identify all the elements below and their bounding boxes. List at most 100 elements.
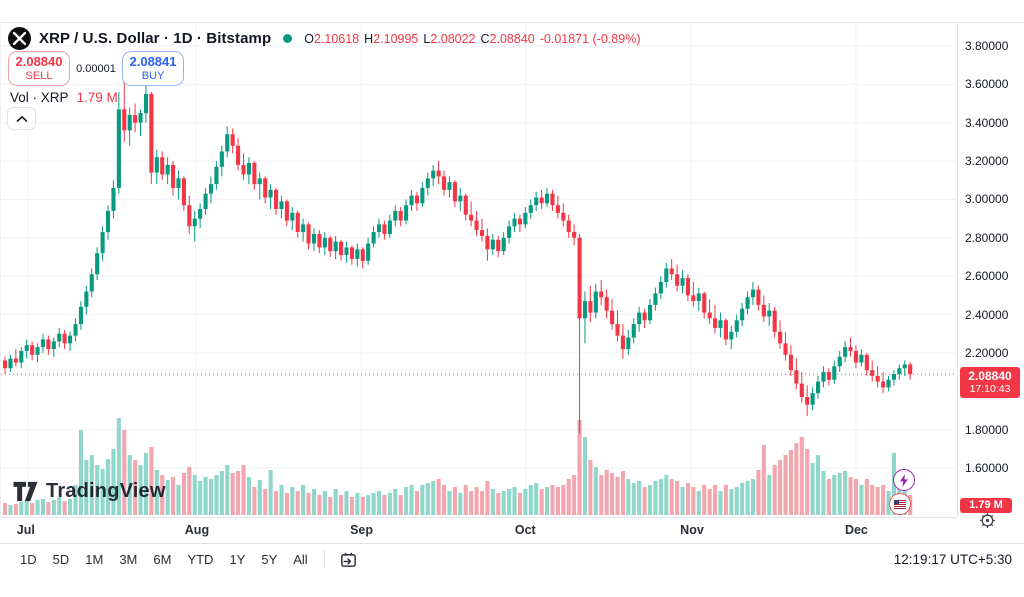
- candle-body: [355, 249, 360, 259]
- volume-bar: [154, 470, 159, 515]
- market-status-dot[interactable]: [283, 34, 293, 43]
- volume-bar: [729, 489, 734, 515]
- candle-body: [707, 312, 712, 319]
- volume-bar: [658, 479, 663, 515]
- candle-body: [902, 364, 907, 369]
- volume-bar: [512, 487, 517, 515]
- collapse-legend-button[interactable]: [7, 107, 36, 130]
- candle-body: [463, 195, 468, 215]
- volume-bar: [669, 479, 674, 515]
- candle-body: [474, 220, 479, 231]
- candlestick-chart[interactable]: [1, 23, 958, 518]
- candle-body: [452, 182, 457, 202]
- axis-gear-icon[interactable]: [979, 512, 996, 534]
- volume-bar: [371, 493, 376, 515]
- range-button-1m[interactable]: 1M: [85, 551, 104, 567]
- volume-bar: [208, 479, 214, 515]
- range-button-ytd[interactable]: YTD: [187, 551, 214, 567]
- clock-timezone[interactable]: 12:19:17 UTC+5:30: [893, 551, 1012, 567]
- volume-bar: [274, 491, 279, 515]
- candle-body: [729, 331, 734, 340]
- volume-bar: [517, 493, 522, 515]
- date-range-switcher: 1D 5D 1M 3M 6M YTD 1Y 5Y All: [12, 549, 316, 570]
- volume-bar: [843, 471, 848, 515]
- us-flag-event-icon[interactable]: [889, 493, 911, 515]
- range-button-3m[interactable]: 3M: [119, 551, 138, 567]
- candle-body: [496, 239, 501, 252]
- lightning-event-icon[interactable]: [893, 469, 915, 491]
- candle-body: [274, 189, 279, 210]
- volume-bar: [203, 477, 208, 515]
- volume-label: Vol · XRP: [10, 90, 69, 105]
- volume-bar: [57, 497, 62, 515]
- volume-bar: [864, 479, 869, 515]
- candle-body: [685, 278, 691, 296]
- goto-date-button[interactable]: [333, 548, 364, 571]
- volume-bar: [664, 475, 669, 515]
- range-button-1y[interactable]: 1Y: [229, 551, 246, 567]
- candle-body: [149, 93, 154, 173]
- volume-bar: [718, 491, 723, 515]
- candle-body: [349, 247, 354, 259]
- volume-bar: [881, 485, 886, 515]
- time-axis[interactable]: Jul Aug Sep Oct Nov Dec: [0, 517, 957, 543]
- chart-plot-area[interactable]: [0, 22, 958, 518]
- volume-bar: [8, 505, 13, 515]
- range-button-5y[interactable]: 5Y: [261, 551, 278, 567]
- volume-bar: [263, 489, 268, 515]
- volume-bar: [778, 460, 783, 515]
- candle-body: [783, 343, 788, 355]
- buy-button[interactable]: 2.08841 BUY: [122, 51, 184, 86]
- candle-body: [713, 318, 718, 328]
- volume-bar: [436, 479, 441, 515]
- volume-bar: [577, 420, 582, 515]
- time-axis-month: Dec: [844, 523, 868, 537]
- candle-body: [89, 274, 94, 292]
- candle-body: [420, 187, 425, 204]
- symbol-title[interactable]: XRP / U.S. Dollar · 1D · Bitstamp: [39, 30, 272, 47]
- volume-bar: [772, 465, 777, 515]
- volume-bar: [13, 504, 18, 515]
- range-button-5d[interactable]: 5D: [52, 551, 70, 567]
- volume-bar: [425, 483, 430, 515]
- sell-button[interactable]: 2.08840 SELL: [8, 51, 70, 86]
- range-button-1d[interactable]: 1D: [20, 551, 37, 567]
- volume-bar: [734, 487, 739, 515]
- volume-bar: [295, 491, 300, 515]
- volume-bar: [647, 485, 653, 515]
- time-axis-month: Jul: [16, 523, 35, 537]
- goto-date-calendar-icon: [340, 552, 356, 567]
- volume-bar: [127, 455, 132, 515]
- volume-bar: [680, 487, 685, 515]
- candle-body: [805, 396, 810, 405]
- volume-bar: [653, 481, 658, 515]
- candle-body: [696, 293, 701, 302]
- volume-bar: [875, 487, 880, 515]
- watermark-text: TradingView: [46, 480, 166, 502]
- price-axis[interactable]: 2.08840 17:10:43 1.79 M 3.80000 3.60000 3.…: [957, 22, 1024, 517]
- volume-bar: [355, 493, 360, 515]
- volume-bar: [631, 483, 636, 515]
- volume-bar: [420, 485, 425, 515]
- candle-body: [843, 347, 848, 357]
- candle-body: [252, 163, 257, 185]
- xrp-logo-icon[interactable]: [8, 27, 31, 50]
- candle-body: [143, 93, 149, 114]
- volume-bar: [474, 487, 479, 515]
- candle-body: [859, 354, 864, 363]
- candle-body: [718, 320, 723, 328]
- range-button-all[interactable]: All: [293, 551, 308, 567]
- volume-bar: [311, 489, 317, 515]
- candle-body: [572, 232, 577, 238]
- volume-bar: [572, 475, 577, 515]
- candle-body: [458, 195, 463, 202]
- volume-bar: [848, 477, 853, 515]
- candle-body: [908, 364, 913, 375]
- volume-bar: [236, 471, 241, 515]
- volume-bar: [886, 491, 891, 515]
- candle-body: [414, 195, 420, 204]
- volume-bar: [479, 491, 485, 515]
- price-tick: 2.60000: [965, 269, 1009, 284]
- range-button-6m[interactable]: 6M: [153, 551, 172, 567]
